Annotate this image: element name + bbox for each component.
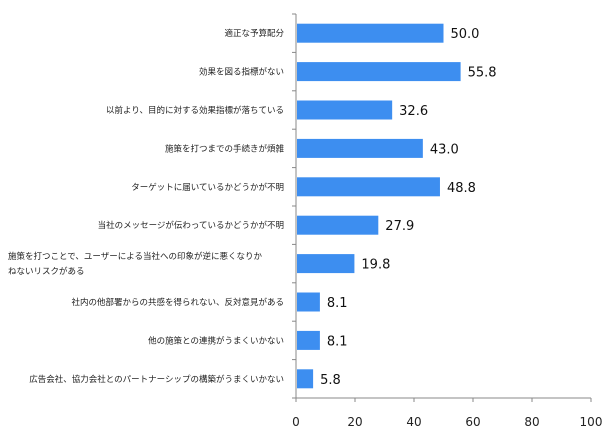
x-tick-label: 80 bbox=[524, 415, 539, 429]
value-label: 48.8 bbox=[447, 181, 476, 196]
category-label: ねないリスクがある bbox=[8, 266, 85, 277]
category-label: 効果を図る指標がない bbox=[199, 67, 284, 78]
x-tick-label: 60 bbox=[465, 415, 480, 429]
bar bbox=[297, 330, 320, 350]
bar bbox=[297, 215, 379, 235]
axes bbox=[292, 13, 591, 399]
category-label: 社内の他部署からの共感を得られない、反対意見がある bbox=[71, 297, 284, 308]
value-label: 27.9 bbox=[385, 219, 414, 234]
category-label: 適正な予算配分 bbox=[224, 28, 284, 39]
x-tick-label: 40 bbox=[406, 415, 421, 429]
category-label: 施策を打つまでの手続きが煩雑 bbox=[165, 143, 285, 154]
x-tick-label: 0 bbox=[292, 415, 300, 429]
bar bbox=[297, 138, 423, 158]
bar bbox=[297, 23, 444, 43]
bar bbox=[297, 292, 320, 312]
bar bbox=[297, 100, 393, 120]
bar bbox=[297, 369, 314, 389]
bar bbox=[297, 62, 461, 82]
category-label: 以前より、目的に対する効果指標が落ちている bbox=[106, 105, 284, 116]
value-label: 8.1 bbox=[327, 334, 348, 349]
value-label: 32.6 bbox=[399, 104, 428, 119]
category-label: 施策を打つことで、ユーザーによる当社への印象が逆に悪くなりか bbox=[8, 251, 262, 262]
x-tick-label: 20 bbox=[347, 415, 362, 429]
category-label: ターゲットに届いているかどうかが不明 bbox=[131, 182, 284, 193]
value-label: 8.1 bbox=[327, 296, 348, 311]
x-axis-ticks: 0 20 40 60 80 100 bbox=[292, 398, 602, 429]
value-label: 55.8 bbox=[468, 66, 497, 81]
value-label: 19.8 bbox=[361, 258, 390, 273]
value-label: 43.0 bbox=[430, 142, 459, 157]
value-labels: 50.0 55.8 32.6 43.0 48.8 27.9 19.8 8.1 8.1 5.8 bbox=[320, 27, 496, 388]
value-label: 50.0 bbox=[451, 27, 480, 42]
x-tick-label: 100 bbox=[580, 415, 603, 429]
value-label: 5.8 bbox=[320, 373, 341, 388]
bar bbox=[297, 254, 355, 274]
category-labels: 適正な予算配分効果を図る指標がない以前より、目的に対する効果指標が落ちている施策… bbox=[8, 28, 284, 385]
category-label: 広告会社、協力会社とのパートナーシップの構築がうまくいかない bbox=[29, 374, 284, 385]
category-label: 当社のメッセージが伝わっているかどうかが不明 bbox=[98, 220, 284, 231]
bar bbox=[297, 177, 440, 197]
bars bbox=[297, 23, 461, 389]
category-label: 他の施策との連携がうまくいかない bbox=[148, 335, 284, 346]
